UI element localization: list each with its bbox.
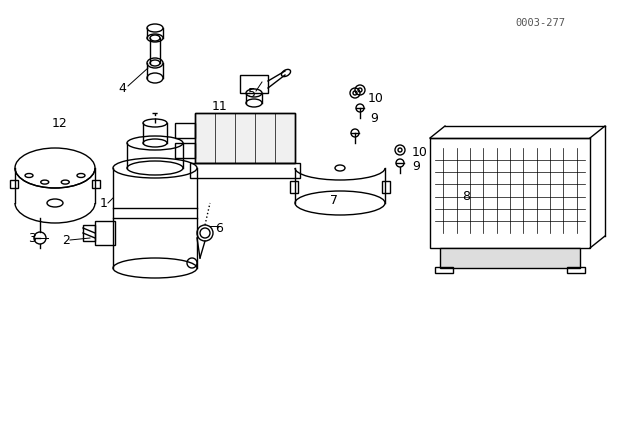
Bar: [430, 138, 590, 248]
Text: 2: 2: [62, 233, 70, 246]
Bar: [290, 181, 298, 193]
Text: 10: 10: [368, 91, 384, 104]
Bar: [195, 113, 295, 163]
Bar: [240, 75, 268, 93]
Text: 6: 6: [215, 221, 223, 234]
Text: 5: 5: [248, 86, 256, 99]
Text: 9: 9: [412, 159, 420, 172]
Text: 10: 10: [412, 146, 428, 159]
Text: 11: 11: [212, 99, 228, 112]
Bar: [95, 221, 115, 245]
Bar: [440, 248, 580, 268]
Text: 4: 4: [118, 82, 126, 95]
Bar: [435, 267, 453, 273]
Bar: [83, 225, 95, 241]
Bar: [175, 123, 195, 138]
Bar: [195, 113, 295, 163]
Text: 1: 1: [100, 197, 108, 210]
Bar: [382, 181, 390, 193]
Bar: [567, 267, 585, 273]
Bar: [92, 180, 100, 188]
Bar: [10, 180, 18, 188]
Bar: [190, 163, 300, 178]
Text: 9: 9: [370, 112, 378, 125]
Bar: [175, 143, 195, 158]
Text: 7: 7: [330, 194, 338, 207]
Text: 12: 12: [52, 116, 68, 129]
Text: 8: 8: [462, 190, 470, 202]
Text: 0003-277: 0003-277: [515, 18, 565, 28]
Text: 3: 3: [28, 232, 36, 245]
